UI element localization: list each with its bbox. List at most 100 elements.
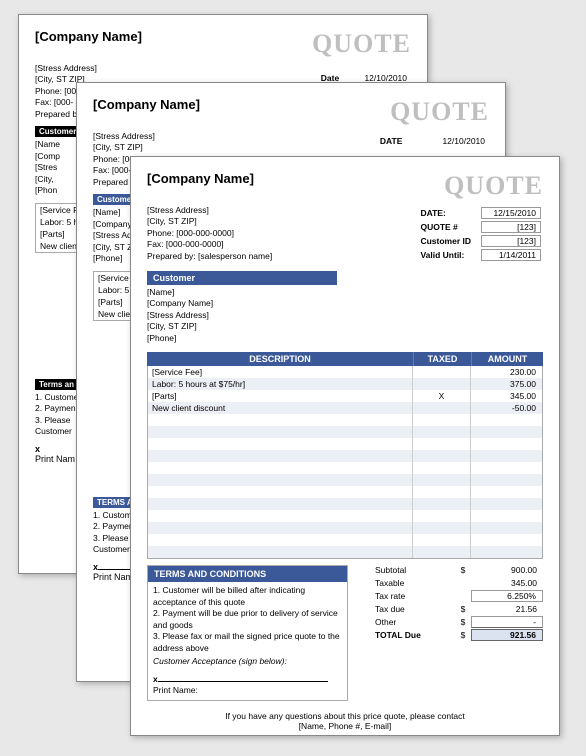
- item-amount: [470, 510, 542, 522]
- text-line: [City, ST ZIP]: [147, 216, 272, 227]
- line-item: Labor: 5 hours at $75/hr] 375.00: [148, 378, 542, 390]
- meta-table: DATE:12/15/2010QUOTE #[123]Customer ID[1…: [416, 205, 543, 263]
- item-amount: 230.00: [470, 366, 542, 378]
- text-line: [Stress Address]: [147, 310, 543, 321]
- item-taxed: [412, 378, 470, 390]
- line-item: [148, 438, 542, 450]
- line-item: [Parts]X345.00: [148, 390, 542, 402]
- line-item: New client discount-50.00: [148, 402, 542, 414]
- text-line: 3. Please fax or mail the signed price q…: [153, 631, 342, 654]
- item-taxed: [412, 546, 470, 558]
- item-desc: [148, 462, 412, 474]
- quote-heading: QUOTE: [390, 97, 489, 127]
- text-line: [Name]: [147, 287, 543, 298]
- item-amount: [470, 438, 542, 450]
- items-body: [Service Fee]230.00Labor: 5 hours at $75…: [147, 366, 543, 559]
- meta-label: Valid Until:: [418, 249, 479, 261]
- terms-box: TERMS AND CONDITIONS 1. Customer will be…: [147, 565, 348, 700]
- company-name: [Company Name]: [147, 171, 254, 186]
- meta-label: DATE:: [418, 207, 479, 219]
- item-taxed: [412, 426, 470, 438]
- item-desc: [148, 426, 412, 438]
- total-row: Tax due$21.56: [358, 602, 543, 615]
- line-item: [148, 426, 542, 438]
- totals: Subtotal$900.00Taxable345.00Tax rate6.25…: [358, 563, 543, 641]
- item-amount: 375.00: [470, 378, 542, 390]
- meta-label: QUOTE #: [418, 221, 479, 233]
- customer-block: [Name][Company Name][Stress Address][Cit…: [147, 287, 543, 344]
- meta-value: 12/15/2010: [481, 207, 541, 219]
- quote-sheet-front: [Company Name] QUOTE [Stress Address][Ci…: [130, 156, 560, 736]
- item-taxed: [412, 414, 470, 426]
- item-taxed: X: [412, 390, 470, 402]
- acceptance-label: Customer Acceptance (sign below):: [153, 656, 342, 667]
- item-amount: [470, 498, 542, 510]
- line-item: [148, 474, 542, 486]
- item-desc: [148, 414, 412, 426]
- text-line: [Phone]: [147, 333, 543, 344]
- item-desc: [148, 438, 412, 450]
- item-taxed: [412, 498, 470, 510]
- line-item: [148, 462, 542, 474]
- item-desc: [148, 498, 412, 510]
- terms-list: 1. Customer will be billed after indicat…: [153, 585, 342, 654]
- item-desc: Labor: 5 hours at $75/hr]: [148, 378, 412, 390]
- print-name-label: Print Name:: [153, 685, 198, 695]
- item-amount: [470, 426, 542, 438]
- item-amount: [470, 474, 542, 486]
- meta-value: [123]: [481, 221, 541, 233]
- meta-value: 12/10/2010: [440, 133, 487, 149]
- text-line: [Company Name]: [147, 298, 543, 309]
- item-taxed: [412, 438, 470, 450]
- line-item: [Service Fee] 230.00: [148, 366, 542, 378]
- item-desc: [148, 510, 412, 522]
- item-amount: [470, 546, 542, 558]
- item-desc: [148, 450, 412, 462]
- quote-heading: QUOTE: [312, 29, 411, 59]
- item-desc: [148, 522, 412, 534]
- footer-line: If you have any questions about this pri…: [147, 711, 543, 721]
- item-taxed: [412, 462, 470, 474]
- item-taxed: [412, 510, 470, 522]
- item-taxed: [412, 402, 470, 414]
- meta-label: DATE: [378, 133, 439, 149]
- item-amount: [470, 486, 542, 498]
- item-taxed: [412, 522, 470, 534]
- items-header: DESCRIPTION TAXED AMOUNT: [147, 352, 543, 366]
- terms-title: TERMS AND CONDITIONS: [148, 566, 347, 582]
- text-line: [Stress Address]: [93, 131, 180, 142]
- item-desc: New client discount: [148, 402, 412, 414]
- col-amount: AMOUNT: [471, 352, 543, 366]
- col-description: DESCRIPTION: [147, 352, 413, 366]
- text-line: [Stress Address]: [147, 205, 272, 216]
- item-amount: [470, 534, 542, 546]
- customer-bar: Customer: [147, 271, 337, 285]
- meta-label: Customer ID: [418, 235, 479, 247]
- item-taxed: [412, 474, 470, 486]
- item-desc: [148, 486, 412, 498]
- thanks-line: Thank You For Your Business!: [147, 735, 543, 736]
- total-row: Tax rate6.250%: [358, 589, 543, 602]
- text-line: [City, ST ZIP]: [93, 142, 180, 153]
- sender-address: [Stress Address][City, ST ZIP]Phone: [00…: [147, 205, 272, 263]
- line-item: [148, 498, 542, 510]
- text-line: Phone: [000-000-0000]: [147, 228, 272, 239]
- line-item: [148, 534, 542, 546]
- item-desc: [148, 474, 412, 486]
- total-row: Subtotal$900.00: [358, 563, 543, 576]
- item-taxed: [412, 366, 470, 378]
- text-line: [City, ST ZIP]: [147, 321, 543, 332]
- line-item: [148, 414, 542, 426]
- item-desc: [148, 546, 412, 558]
- signature-area[interactable]: x Print Name:: [153, 674, 342, 697]
- col-taxed: TAXED: [413, 352, 471, 366]
- item-amount: [470, 450, 542, 462]
- line-item: [148, 522, 542, 534]
- item-taxed: [412, 486, 470, 498]
- item-amount: [470, 522, 542, 534]
- item-amount: [470, 414, 542, 426]
- item-desc: [Parts]: [148, 390, 412, 402]
- item-desc: [Service Fee]: [148, 366, 412, 378]
- text-line: Prepared by: [salesperson name]: [147, 251, 272, 262]
- company-name: [Company Name]: [93, 97, 200, 112]
